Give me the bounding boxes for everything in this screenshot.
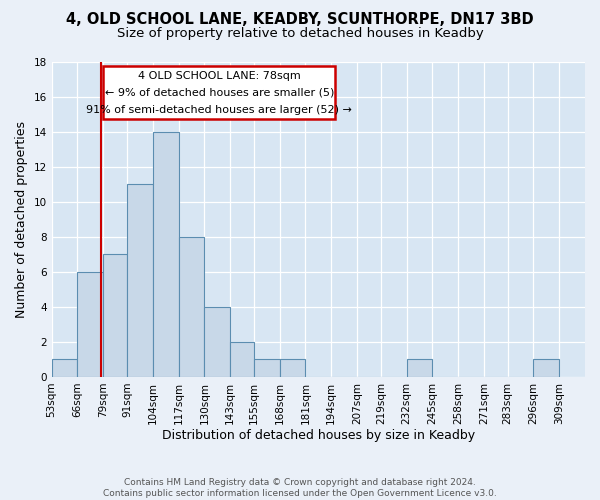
Bar	[77, 272, 103, 377]
Text: 4 OLD SCHOOL LANE: 78sqm: 4 OLD SCHOOL LANE: 78sqm	[138, 70, 301, 81]
Y-axis label: Number of detached properties: Number of detached properties	[15, 120, 28, 318]
Bar	[179, 237, 205, 377]
Text: ← 9% of detached houses are smaller (5): ← 9% of detached houses are smaller (5)	[104, 88, 334, 98]
Bar	[153, 132, 179, 377]
FancyBboxPatch shape	[103, 66, 335, 120]
Bar	[254, 360, 280, 377]
Bar	[280, 360, 305, 377]
Bar	[533, 360, 559, 377]
Bar	[205, 307, 230, 377]
Bar	[230, 342, 254, 377]
Text: Size of property relative to detached houses in Keadby: Size of property relative to detached ho…	[116, 28, 484, 40]
Text: 91% of semi-detached houses are larger (52) →: 91% of semi-detached houses are larger (…	[86, 104, 352, 115]
Bar	[127, 184, 153, 377]
Text: 4, OLD SCHOOL LANE, KEADBY, SCUNTHORPE, DN17 3BD: 4, OLD SCHOOL LANE, KEADBY, SCUNTHORPE, …	[66, 12, 534, 28]
Text: Contains HM Land Registry data © Crown copyright and database right 2024.
Contai: Contains HM Land Registry data © Crown c…	[103, 478, 497, 498]
Bar	[103, 254, 127, 377]
Bar	[407, 360, 433, 377]
X-axis label: Distribution of detached houses by size in Keadby: Distribution of detached houses by size …	[162, 430, 475, 442]
Bar	[52, 360, 77, 377]
